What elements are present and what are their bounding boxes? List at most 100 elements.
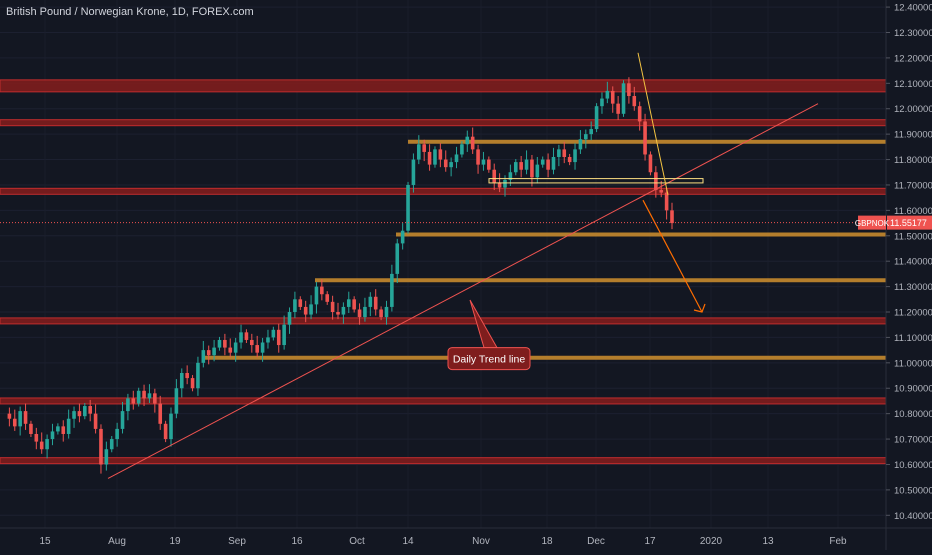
candle-body bbox=[228, 347, 233, 353]
candle-body bbox=[163, 423, 168, 440]
candle-body bbox=[519, 162, 523, 170]
candle-body bbox=[460, 144, 464, 155]
candle-body bbox=[29, 423, 33, 434]
candle-body bbox=[438, 149, 443, 160]
y-tick-label: 11.40000 bbox=[894, 257, 932, 268]
candle-body bbox=[104, 449, 109, 465]
resistance-zone bbox=[0, 79, 887, 93]
x-tick-label: 18 bbox=[541, 536, 553, 547]
candle-body bbox=[255, 345, 259, 353]
x-tick-label: Feb bbox=[829, 536, 847, 547]
candle-body bbox=[352, 299, 356, 310]
candle-body bbox=[637, 106, 642, 122]
y-tick-label: 12.30000 bbox=[894, 28, 932, 39]
y-tick-label: 10.60000 bbox=[894, 460, 932, 471]
candle-body bbox=[373, 296, 378, 310]
candle-body bbox=[627, 83, 631, 97]
candle-body bbox=[411, 159, 416, 185]
candle-body bbox=[659, 190, 664, 193]
y-tick-label: 11.20000 bbox=[894, 308, 932, 319]
resistance-zone bbox=[0, 457, 887, 465]
candle-body bbox=[346, 299, 351, 307]
candle-body bbox=[573, 149, 577, 163]
candle-body bbox=[126, 398, 130, 412]
candle-body bbox=[12, 418, 17, 427]
candle-body bbox=[422, 144, 426, 152]
x-tick-label: 15 bbox=[39, 536, 51, 547]
y-tick-label: 12.10000 bbox=[894, 79, 932, 90]
y-tick-label: 10.80000 bbox=[894, 409, 932, 420]
candle-body bbox=[670, 210, 674, 224]
candle-body bbox=[169, 413, 173, 440]
candle-body bbox=[158, 403, 163, 424]
candle-body bbox=[654, 172, 658, 191]
candle-body bbox=[384, 306, 389, 318]
candle-body bbox=[153, 393, 157, 404]
x-tick-label: Aug bbox=[108, 536, 126, 547]
candle-body bbox=[578, 139, 583, 150]
candle-body bbox=[320, 286, 324, 295]
candle-body bbox=[664, 192, 669, 211]
candle-body bbox=[584, 134, 588, 140]
candle-body bbox=[336, 312, 340, 315]
x-tick-label: Oct bbox=[349, 536, 365, 547]
candle-body bbox=[56, 426, 60, 432]
y-tick-label: 12.20000 bbox=[894, 53, 932, 64]
last-price-label: 11.55177 bbox=[890, 218, 927, 228]
candle-body bbox=[524, 159, 529, 170]
candle-body bbox=[497, 182, 502, 188]
candle-body bbox=[233, 342, 238, 353]
candle-body bbox=[276, 329, 281, 346]
x-tick-label: 19 bbox=[169, 536, 181, 547]
candle-body bbox=[530, 159, 534, 178]
candle-body bbox=[454, 154, 459, 163]
y-tick-label: 11.70000 bbox=[894, 180, 932, 191]
candle-body bbox=[330, 301, 335, 313]
candle-body bbox=[93, 413, 98, 429]
candle-body bbox=[239, 332, 243, 343]
candle-body bbox=[314, 286, 319, 305]
candle-body bbox=[605, 90, 610, 99]
candle-body bbox=[266, 337, 270, 343]
candle-body bbox=[379, 309, 383, 318]
candle-body bbox=[551, 157, 556, 170]
support-line bbox=[315, 278, 886, 283]
annotation-box bbox=[447, 347, 531, 371]
peak-line bbox=[637, 52, 669, 196]
candle-body bbox=[185, 372, 189, 379]
symbol-label: GBPNOK bbox=[855, 219, 890, 228]
candle-body bbox=[88, 406, 92, 414]
grid bbox=[0, 6, 886, 516]
x-tick-label: 17 bbox=[644, 536, 656, 547]
candle-body bbox=[513, 162, 518, 173]
candle-body bbox=[390, 273, 394, 307]
candle-body bbox=[39, 441, 44, 450]
candle-body bbox=[594, 106, 599, 130]
candle-body bbox=[648, 154, 653, 173]
candle-body bbox=[115, 428, 119, 440]
x-tick-label: Dec bbox=[587, 536, 605, 547]
candle-body bbox=[34, 433, 39, 442]
resistance-zone bbox=[0, 317, 887, 325]
x-tick-label: 13 bbox=[762, 536, 774, 547]
y-tick-label: 10.90000 bbox=[894, 384, 932, 395]
y-tick-label: 11.90000 bbox=[894, 130, 932, 141]
projection-arrow bbox=[642, 199, 703, 313]
candle-body bbox=[357, 309, 362, 318]
candle-body bbox=[341, 306, 346, 315]
candle-body bbox=[260, 342, 265, 353]
x-tick-label: Nov bbox=[472, 536, 490, 547]
time-axis: 15 Aug 19 Sep 16 Oct 14 Nov 18 Dec 17 2020 13 Feb bbox=[0, 527, 932, 547]
y-tick-label: 11.60000 bbox=[894, 206, 932, 217]
candle-body bbox=[287, 312, 292, 325]
symbol-badge bbox=[858, 215, 886, 230]
candle-body bbox=[503, 179, 507, 188]
candle-body bbox=[212, 347, 216, 356]
x-tick-label: 16 bbox=[291, 536, 303, 547]
candle-body bbox=[433, 149, 437, 165]
candle-body bbox=[492, 169, 497, 183]
candle-body bbox=[77, 411, 82, 417]
candle-body bbox=[610, 90, 615, 104]
